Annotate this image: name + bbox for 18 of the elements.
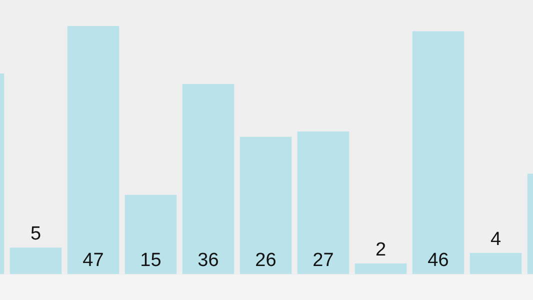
bar [240,136,292,274]
bar [470,252,522,274]
bar [297,132,350,274]
bar [354,263,407,274]
data-label: 5 [30,224,42,245]
data-label: 2 [375,239,386,260]
bar [182,84,234,274]
data-label: 4 [490,228,502,250]
data-label: 15 [140,250,162,271]
bar [10,248,62,274]
data-label: 36 [198,250,219,271]
bar [412,31,464,274]
data-label: 47 [82,250,104,271]
bar [67,26,120,274]
bar [124,194,177,274]
data-label: 27 [312,250,334,271]
data-label: 46 [428,250,449,271]
data-label: 26 [255,250,276,271]
